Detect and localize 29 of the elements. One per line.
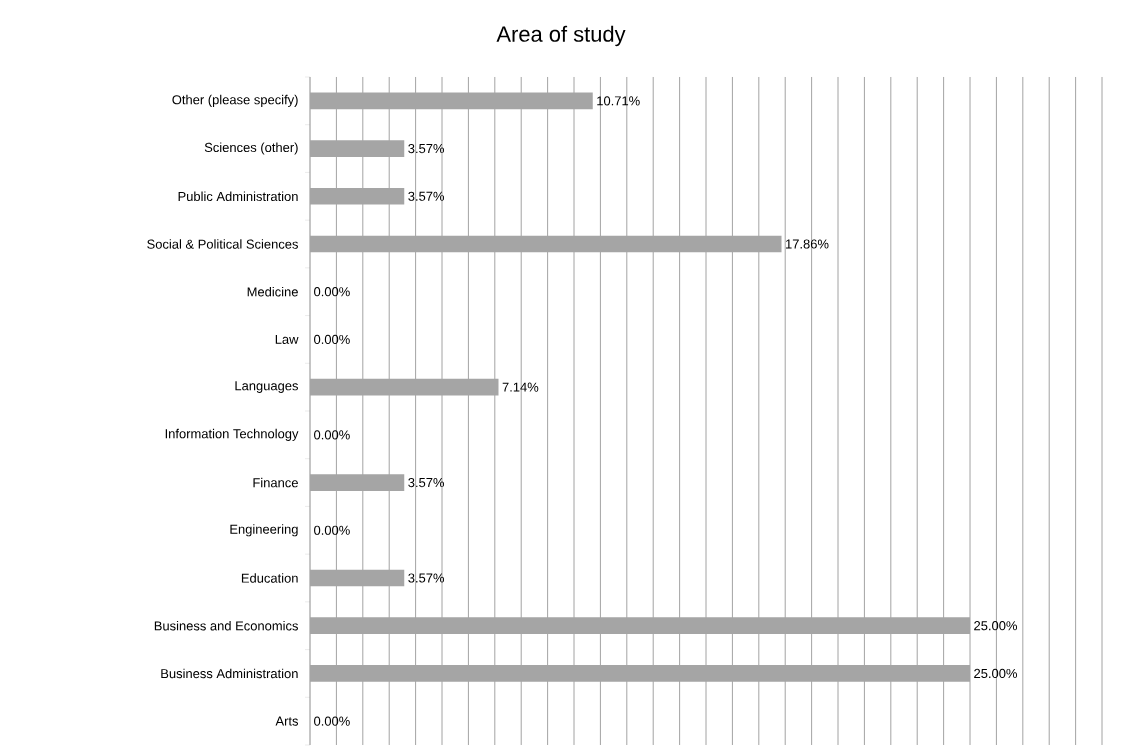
- y-tick-label: Engineering: [230, 524, 298, 537]
- y-tick-label: Business Administration: [161, 668, 298, 679]
- data-label: 10.71%: [597, 96, 640, 106]
- y-tick-label: Social & Political Sciences: [147, 239, 298, 249]
- y-tick-label: Other (please specify): [172, 94, 298, 107]
- data-label: 0.00%: [314, 525, 350, 535]
- data-label: 25.00%: [974, 668, 1017, 679]
- y-tick-label: Public Administration: [178, 191, 298, 202]
- y-tick-label: Sciences (other): [204, 142, 298, 155]
- data-label: 0.00%: [314, 287, 350, 297]
- y-tick-label: Finance: [253, 477, 298, 488]
- y-tick-label: Arts: [275, 716, 299, 726]
- data-label: 0.00%: [314, 334, 350, 345]
- y-tick-label: Information Technology: [165, 428, 299, 441]
- data-label: 0.00%: [314, 430, 350, 440]
- y-tick-label: Medicine: [247, 287, 298, 297]
- y-tick-label: Languages: [235, 381, 299, 394]
- chart-title: Area of study: [496, 25, 626, 47]
- y-tick-label: Business and Economics: [154, 621, 298, 631]
- data-label: 0.00%: [314, 716, 350, 726]
- data-label: 3.57%: [408, 573, 445, 583]
- data-label: 25.00%: [974, 621, 1017, 631]
- data-label: 17.86%: [786, 239, 829, 249]
- data-label: 3.57%: [408, 144, 445, 154]
- y-tick-label: Education: [241, 573, 298, 583]
- data-label: 7.14%: [502, 382, 539, 392]
- data-label: 3.57%: [408, 478, 445, 488]
- y-tick-label: Law: [275, 334, 299, 345]
- data-label: 3.57%: [408, 191, 445, 201]
